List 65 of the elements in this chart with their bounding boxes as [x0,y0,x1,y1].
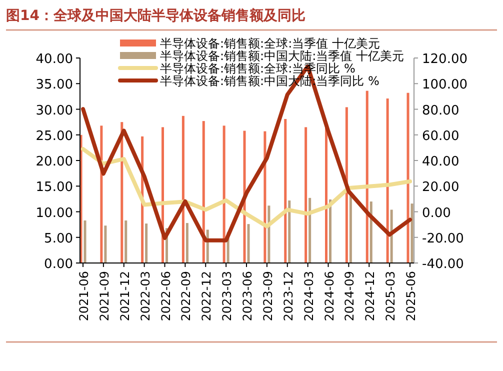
x-tick-label: 2021-06 [77,271,91,322]
x-tick-label: 2022-09 [179,271,194,322]
x-tick-label: 2022-12 [200,271,214,322]
legend-label: 半导体设备:销售额:全球:当季值 十亿美元 [160,36,380,50]
bar [325,126,328,263]
y-tick-label: 25.00 [36,128,73,144]
x-tick-label: 2024-12 [363,271,378,322]
y-tick-label: 0.00 [44,257,73,272]
x-tick-label: 2022-03 [138,271,152,322]
bar [124,220,128,263]
x-tick-label: 2021-12 [118,271,132,322]
y2-tick-label: 80.00 [422,103,460,118]
x-tick-label: 2025-03 [384,271,398,322]
bar [304,127,308,263]
x-tick-label: 2024-09 [342,271,357,322]
bar [410,204,414,263]
bar [268,206,270,263]
bar [182,116,184,263]
bar [104,226,107,263]
y-tick-label: 20.00 [36,154,73,170]
y2-tick-label: -40.00 [422,257,464,272]
bar [222,126,226,263]
x-tick-label: 2023-09 [260,271,275,322]
bar [247,224,250,263]
x-tick-label: 2023-06 [240,271,254,322]
bar [366,90,368,263]
line-series [81,64,412,242]
line-series [81,146,412,228]
bar [288,200,291,263]
bar [145,224,148,263]
chart-title: 图14：全球及中国大陆半导体设备销售额及同比 [6,7,306,24]
y-tick-label: 40.00 [36,52,73,67]
y-tick-label: 5.00 [44,231,73,246]
y-tick-label: 35.00 [36,78,73,93]
bar [390,210,393,263]
x-tick-label: 2022-06 [158,271,173,322]
bar [386,98,389,263]
x-tick-label: 2023-12 [281,271,296,322]
y2-tick-label: 20.00 [422,180,460,196]
y2-tick-label: 100.00 [422,78,468,93]
y-tick-label: 30.00 [36,103,73,118]
x-tick-label: 2025-06 [404,271,418,322]
y2-tick-label: 0.00 [422,206,451,221]
x-tick-label: 2024-03 [302,271,316,322]
bar [120,122,124,263]
y2-tick-label: 60.00 [422,128,460,144]
bar [264,131,266,263]
x-tick-label: 2023-03 [220,271,234,322]
y-tick-label: 15.00 [36,180,73,196]
y2-tick-label: 40.00 [422,154,460,170]
bar [84,220,86,263]
x-tick-label: 2021-09 [97,271,112,322]
bar [345,107,348,263]
bar [370,202,372,263]
bar [406,92,410,263]
bar [202,121,205,263]
y-tick-label: 10.00 [36,206,73,221]
legend-label: 半导体设备:销售额:中国大陆:当季值 十亿美元 [160,49,404,63]
y2-tick-label: -20.00 [422,231,464,246]
bar [284,118,287,263]
x-tick-label: 2024-06 [322,271,336,322]
y2-tick-label: 120.00 [422,52,468,67]
bar [308,198,312,263]
bar [329,199,332,263]
bar [186,223,188,263]
